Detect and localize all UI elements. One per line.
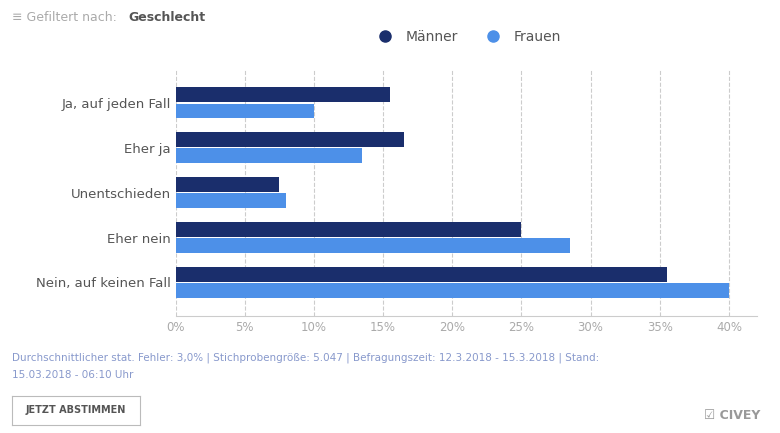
Bar [176,132,404,147]
Legend: Männer, Frauen: Männer, Frauen [366,24,566,49]
Bar [176,87,390,102]
Text: Geschlecht: Geschlecht [129,11,206,24]
Text: JETZT ABSTIMMEN: JETZT ABSTIMMEN [26,405,126,416]
Bar [176,222,521,237]
Text: Durchschnittlicher stat. Fehler: 3,0% | Stichprobengröße: 5.047 | Befragungszeit: Durchschnittlicher stat. Fehler: 3,0% | … [12,353,599,363]
Bar [176,238,570,253]
Text: ☑ CIVEY: ☑ CIVEY [704,409,760,422]
Text: ≡ Gefiltert nach:: ≡ Gefiltert nach: [12,11,116,24]
Bar [176,149,362,163]
Bar [176,194,286,208]
Bar [176,267,667,282]
Text: 15.03.2018 - 06:10 Uhr: 15.03.2018 - 06:10 Uhr [12,370,133,380]
Bar [176,103,314,118]
Bar [176,283,729,298]
Bar [176,177,279,192]
